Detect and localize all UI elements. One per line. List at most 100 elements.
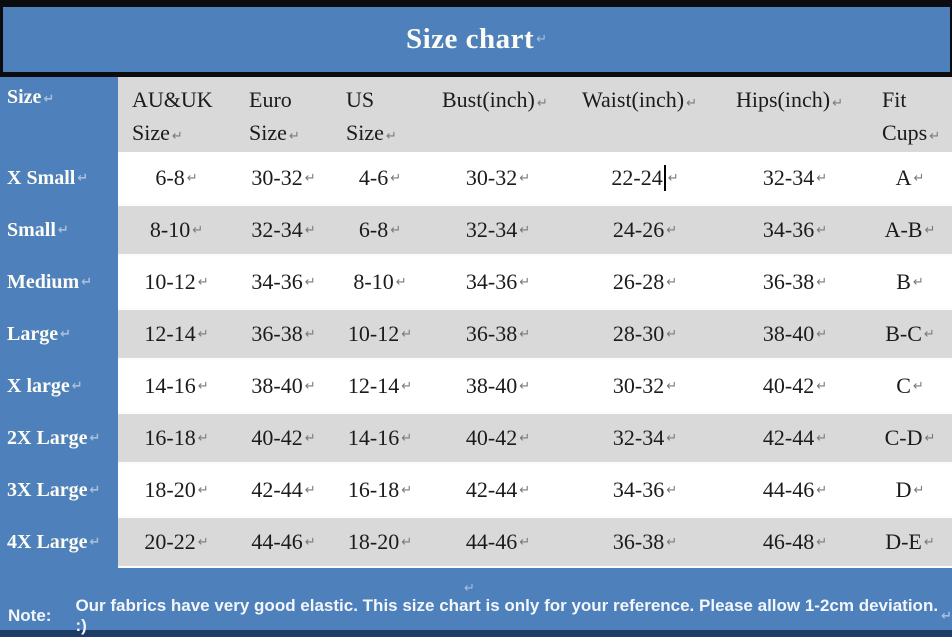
- table-cell: 40-42 ↵: [235, 412, 332, 464]
- paragraph-mark-icon: ↵: [816, 326, 828, 342]
- row-label: Small ↵: [7, 218, 69, 241]
- paragraph-mark-icon: ↵: [77, 170, 89, 186]
- paragraph-mark-icon: ↵: [60, 326, 71, 342]
- paragraph-mark-icon: ↵: [304, 378, 316, 394]
- row-label: Medium ↵: [7, 270, 93, 293]
- note-label: Note:: [8, 606, 52, 625]
- paragraph-mark-icon: ↵: [304, 534, 316, 550]
- note-text: Our fabrics have very good elastic. This…: [75, 596, 939, 635]
- spacer-band: ↵: [0, 568, 952, 602]
- table-cell: 6-8 ↵: [118, 152, 235, 204]
- paragraph-mark-icon: ↵: [197, 482, 209, 498]
- table-cell: 14-16 ↵: [332, 412, 428, 464]
- table-cell: 34-36 ↵: [722, 204, 868, 256]
- column-header-hips: Hips(inch) ↵: [722, 77, 868, 152]
- table-cell: 24-26 ↵: [568, 204, 722, 256]
- size-table: Size ↵ AU&UK Size ↵ Euro Size ↵ US Size ↵ Bu…: [0, 77, 952, 568]
- paragraph-mark-icon: ↵: [519, 430, 531, 446]
- table-cell: 40-42 ↵: [722, 360, 868, 412]
- paragraph-mark-icon: ↵: [667, 170, 679, 186]
- paragraph-mark-icon: ↵: [304, 326, 316, 342]
- paragraph-mark-icon: ↵: [385, 129, 397, 144]
- paragraph-mark-icon: ↵: [519, 222, 531, 238]
- table-cell: 4-6 ↵: [332, 152, 428, 204]
- paragraph-mark-icon: ↵: [519, 482, 531, 498]
- paragraph-mark-icon: ↵: [197, 274, 209, 290]
- paragraph-mark-icon: ↵: [816, 430, 828, 446]
- paragraph-mark-icon: ↵: [464, 581, 475, 596]
- paragraph-mark-icon: ↵: [536, 32, 548, 47]
- table-cell: 38-40 ↵: [235, 360, 332, 412]
- table-cell: 44-46 ↵: [428, 516, 568, 568]
- table-cell: 34-36 ↵: [568, 464, 722, 516]
- row-label: X Small ↵: [7, 166, 89, 189]
- paragraph-mark-icon: ↵: [304, 274, 316, 290]
- table-cell: 40-42 ↵: [428, 412, 568, 464]
- table-cell: 14-16 ↵: [118, 360, 235, 412]
- table-cell: 36-38 ↵: [235, 308, 332, 360]
- table-cell: 42-44 ↵: [722, 412, 868, 464]
- paragraph-mark-icon: ↵: [924, 222, 936, 238]
- table-cell: 38-40 ↵: [722, 308, 868, 360]
- table-cell: 20-22 ↵: [118, 516, 235, 568]
- paragraph-mark-icon: ↵: [519, 378, 531, 394]
- paragraph-mark-icon: ↵: [89, 482, 101, 498]
- paragraph-mark-icon: ↵: [304, 430, 316, 446]
- table-cell: 34-36 ↵: [235, 256, 332, 308]
- table-cell: 44-46 ↵: [722, 464, 868, 516]
- table-cell: D-E ↵: [868, 516, 952, 568]
- table-cell: 32-34 ↵: [568, 412, 722, 464]
- paragraph-mark-icon: ↵: [401, 534, 413, 550]
- paragraph-mark-icon: ↵: [816, 170, 828, 186]
- column-header-fit-cups: Fit Cups ↵: [868, 77, 952, 152]
- paragraph-mark-icon: ↵: [923, 326, 935, 342]
- table-cell: 12-14 ↵: [332, 360, 428, 412]
- paragraph-mark-icon: ↵: [304, 482, 316, 498]
- paragraph-mark-icon: ↵: [666, 222, 678, 238]
- paragraph-mark-icon: ↵: [192, 222, 204, 238]
- paragraph-mark-icon: ↵: [519, 534, 531, 550]
- title-bar: Size chart ↵: [0, 7, 952, 72]
- paragraph-mark-icon: ↵: [666, 274, 678, 290]
- table-cell: 26-28 ↵: [568, 256, 722, 308]
- paragraph-mark-icon: ↵: [912, 274, 924, 290]
- paragraph-mark-icon: ↵: [171, 129, 183, 144]
- column-header-auuk-size: AU&UK Size ↵: [118, 77, 235, 152]
- row-label: 3X Large ↵: [7, 478, 101, 501]
- paragraph-mark-icon: ↵: [390, 222, 402, 238]
- bottom-border: [0, 630, 952, 637]
- page-title: Size chart: [405, 23, 535, 55]
- table-cell: A ↵: [868, 152, 952, 204]
- column-header-euro-size: Euro Size ↵: [235, 77, 332, 152]
- paragraph-mark-icon: ↵: [832, 96, 843, 111]
- paragraph-mark-icon: ↵: [686, 96, 697, 111]
- paragraph-mark-icon: ↵: [57, 222, 69, 238]
- table-cell: A-B ↵: [868, 204, 952, 256]
- paragraph-mark-icon: ↵: [43, 92, 55, 107]
- paragraph-mark-icon: ↵: [913, 170, 925, 186]
- table-cell: 16-18 ↵: [118, 412, 235, 464]
- table-cell: 6-8 ↵: [332, 204, 428, 256]
- row-label: X large ↵: [7, 374, 83, 397]
- table-cell: 42-44 ↵: [428, 464, 568, 516]
- paragraph-mark-icon: ↵: [186, 170, 198, 186]
- paragraph-mark-icon: ↵: [536, 96, 548, 111]
- paragraph-mark-icon: ↵: [288, 129, 300, 144]
- table-cell: 44-46 ↵: [235, 516, 332, 568]
- table-cell: 42-44 ↵: [235, 464, 332, 516]
- table-cell: B ↵: [868, 256, 952, 308]
- paragraph-mark-icon: ↵: [519, 170, 531, 186]
- paragraph-mark-icon: ↵: [401, 482, 413, 498]
- paragraph-mark-icon: ↵: [197, 534, 209, 550]
- corner-header-size: Size ↵: [7, 86, 55, 108]
- note-bar: Note: Our fabrics have very good elastic…: [0, 596, 952, 635]
- paragraph-mark-icon: ↵: [304, 170, 316, 186]
- paragraph-mark-icon: ↵: [197, 326, 209, 342]
- table-cell: 30-32 ↵: [428, 152, 568, 204]
- table-cell: 46-48 ↵: [722, 516, 868, 568]
- table-cell: B-C ↵: [868, 308, 952, 360]
- row-label: 4X Large ↵: [7, 530, 101, 553]
- table-cell: 30-32 ↵: [568, 360, 722, 412]
- paragraph-mark-icon: ↵: [401, 378, 413, 394]
